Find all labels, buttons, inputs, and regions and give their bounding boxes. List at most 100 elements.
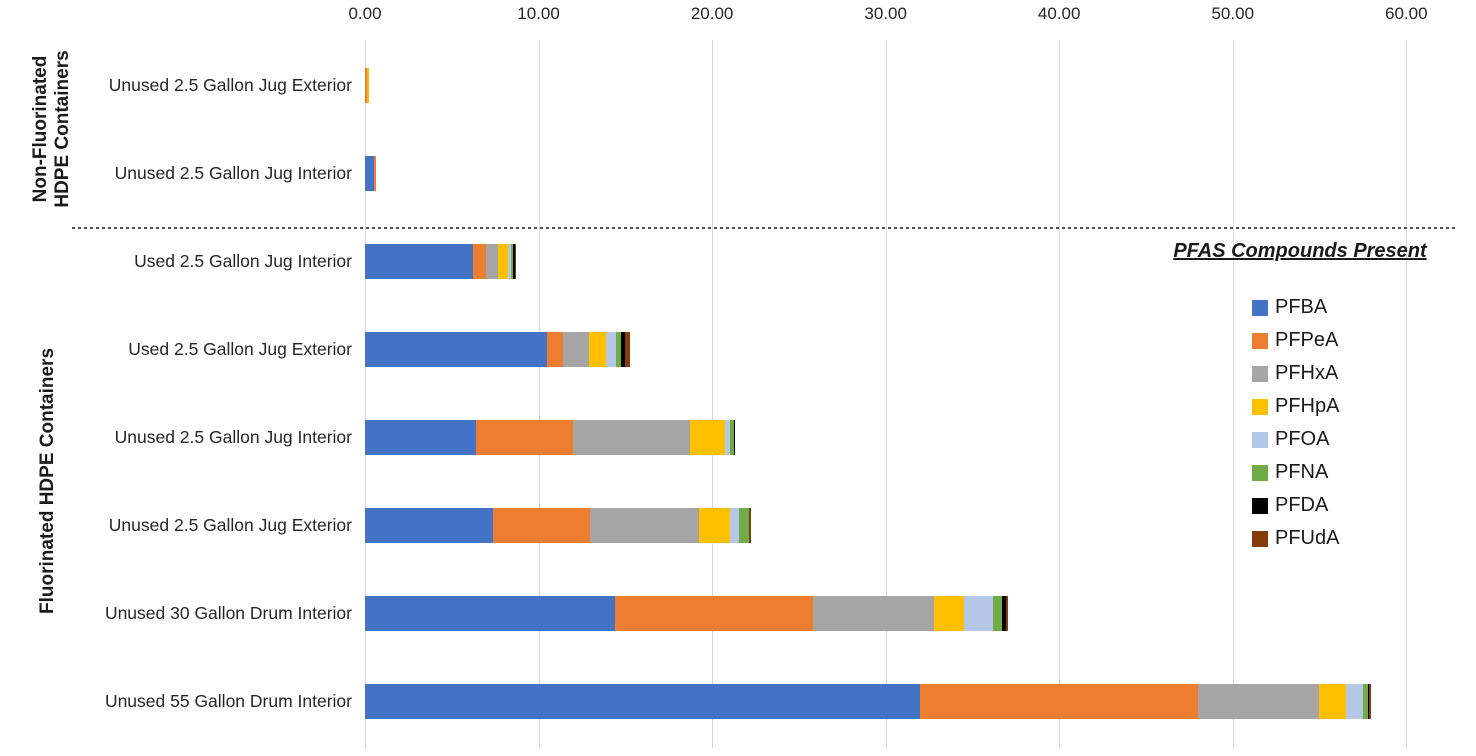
x-axis-tick: 10.00 [517,4,560,23]
gridline [885,40,887,748]
legend-item-label: PFHxA [1275,362,1339,384]
bar-segment-pfhpa [934,595,965,631]
category-label: Unused 2.5 Gallon Jug Exterior [108,75,352,95]
bar-segment-pfoa [730,507,740,543]
legend-swatch-icon [1252,398,1268,415]
legend-item-pfba: PFBA [1252,291,1450,324]
category-label: Unused 30 Gallon Drum Interior [104,603,352,623]
bar-segment-pfhxa [813,595,935,631]
bar-segment-pfhpa [497,243,508,279]
bar-segment-pfhxa [1198,683,1319,719]
bar-segment-pfuda [1005,595,1008,631]
legend-item-label: PFHpA [1275,395,1340,417]
bar-segment-pfda [734,419,736,455]
legend-item-pfhxa: PFHxA [1252,357,1450,390]
legend-swatch-icon [1252,431,1268,448]
bar-segment-pfba [365,419,477,455]
bar-segment-pfba [365,331,548,367]
legend: PFAS Compounds Present PFBA PFPeA PFHxA PFH… [1150,240,1450,555]
bar-segment-pfna [992,595,1003,631]
bar-segment-pfba [365,595,615,631]
legend-item-pfpea: PFPeA [1252,324,1450,357]
legend-swatch-icon [1252,530,1268,547]
bar-row [365,507,751,543]
bar-segment-pfpea [472,243,486,279]
legend-item-pfoa: PFOA [1252,423,1450,456]
bar-row [365,419,736,455]
bar-segment-pfda [513,243,515,279]
bar-segment-pfda [620,331,625,367]
bar-segment-pfoa [725,419,730,455]
bar-segment-pfhxa [563,331,590,367]
bar-segment-pfhpa [699,507,731,543]
bar-row [365,683,1371,719]
legend-item-label: PFPeA [1275,329,1339,351]
bar-segment-pfhxa [485,243,498,279]
legend-item-pfuda: PFUdA [1252,522,1450,555]
x-axis-tick: 0.00 [348,4,382,23]
category-label: Unused 55 Gallon Drum Interior [104,691,352,711]
legend-item-label: PFNA [1275,461,1329,483]
bar-segment-pfoa [964,595,993,631]
gridline [1232,40,1234,748]
bar-row [365,67,370,103]
legend-item-pfhpa: PFHpA [1252,390,1450,423]
x-axis-tick: 30.00 [864,4,907,23]
category-label: Unused 2.5 Gallon Jug Exterior [108,515,352,535]
x-axis-tick: 60.00 [1385,4,1428,23]
bar-segment-pfhpa [1318,683,1347,719]
legend-title: PFAS Compounds Present [1173,240,1427,262]
gridline [1059,40,1061,748]
gridline [365,40,366,748]
bar-segment-pfba [365,507,494,543]
gridline [712,40,714,748]
legend-item-label: PFOA [1275,428,1330,450]
legend-swatch-icon [1252,464,1268,481]
bar-segment-pfuda [1369,683,1371,719]
bar-segment-pfpea [493,507,591,543]
gridline [538,40,540,748]
category-label: Used 2.5 Gallon Jug Exterior [128,339,352,359]
category-label: Used 2.5 Gallon Jug Interior [134,251,352,271]
group-separator-line [72,227,1455,229]
bar-segment-pfhpa [367,67,370,103]
legend-item-label: PFDA [1275,494,1329,516]
bar-row [365,243,516,279]
bar-segment-pfuda [749,507,751,543]
bar-row [365,155,377,191]
legend-item-pfna: PFNA [1252,456,1450,489]
legend-swatch-icon [1252,365,1268,382]
bar-segment-pfda [1002,595,1006,631]
bar-segment-pfna [511,243,514,279]
bar-segment-pfba [365,155,374,191]
bar-segment-pfba [365,243,473,279]
legend-item-label: PFBA [1275,296,1328,318]
category-label: Unused 2.5 Gallon Jug Interior [114,163,352,183]
bar-segment-pfpea [373,155,377,191]
bar-segment-pfba [365,683,921,719]
category-label: Unused 2.5 Gallon Jug Interior [114,427,352,447]
bar-segment-pfpea [476,419,573,455]
bar-segment-pfpea [614,595,814,631]
bar-segment-pfhpa [589,331,606,367]
x-axis-tick: 50.00 [1211,4,1255,23]
bar-segment-pfhxa [590,507,700,543]
bar-segment-pfoa [507,243,512,279]
legend-swatch-icon [1252,497,1268,514]
bar-segment-pfna [1362,683,1368,719]
legend-items: PFBA PFPeA PFHxA PFHpA PFOA PFNA PFDA PFUdA [1150,291,1450,555]
gridline [1406,40,1408,748]
bar-segment-pfhpa [689,419,726,455]
x-axis-tick: 20.00 [690,4,734,23]
bar-segment-pfuda [514,243,516,279]
bar-row [365,595,1008,631]
group-label: Non-Fluorinated HDPE Containers [30,50,73,208]
legend-swatch-icon [1252,299,1268,316]
bar-row [365,331,630,367]
bar-segment-pfna [729,419,735,455]
bar-segment-pfuda [624,331,630,367]
group-label: Fluorinated HDPE Containers [37,347,58,615]
bar-segment-pfpea [920,683,1199,719]
bar-segment-pfpea [547,331,564,367]
